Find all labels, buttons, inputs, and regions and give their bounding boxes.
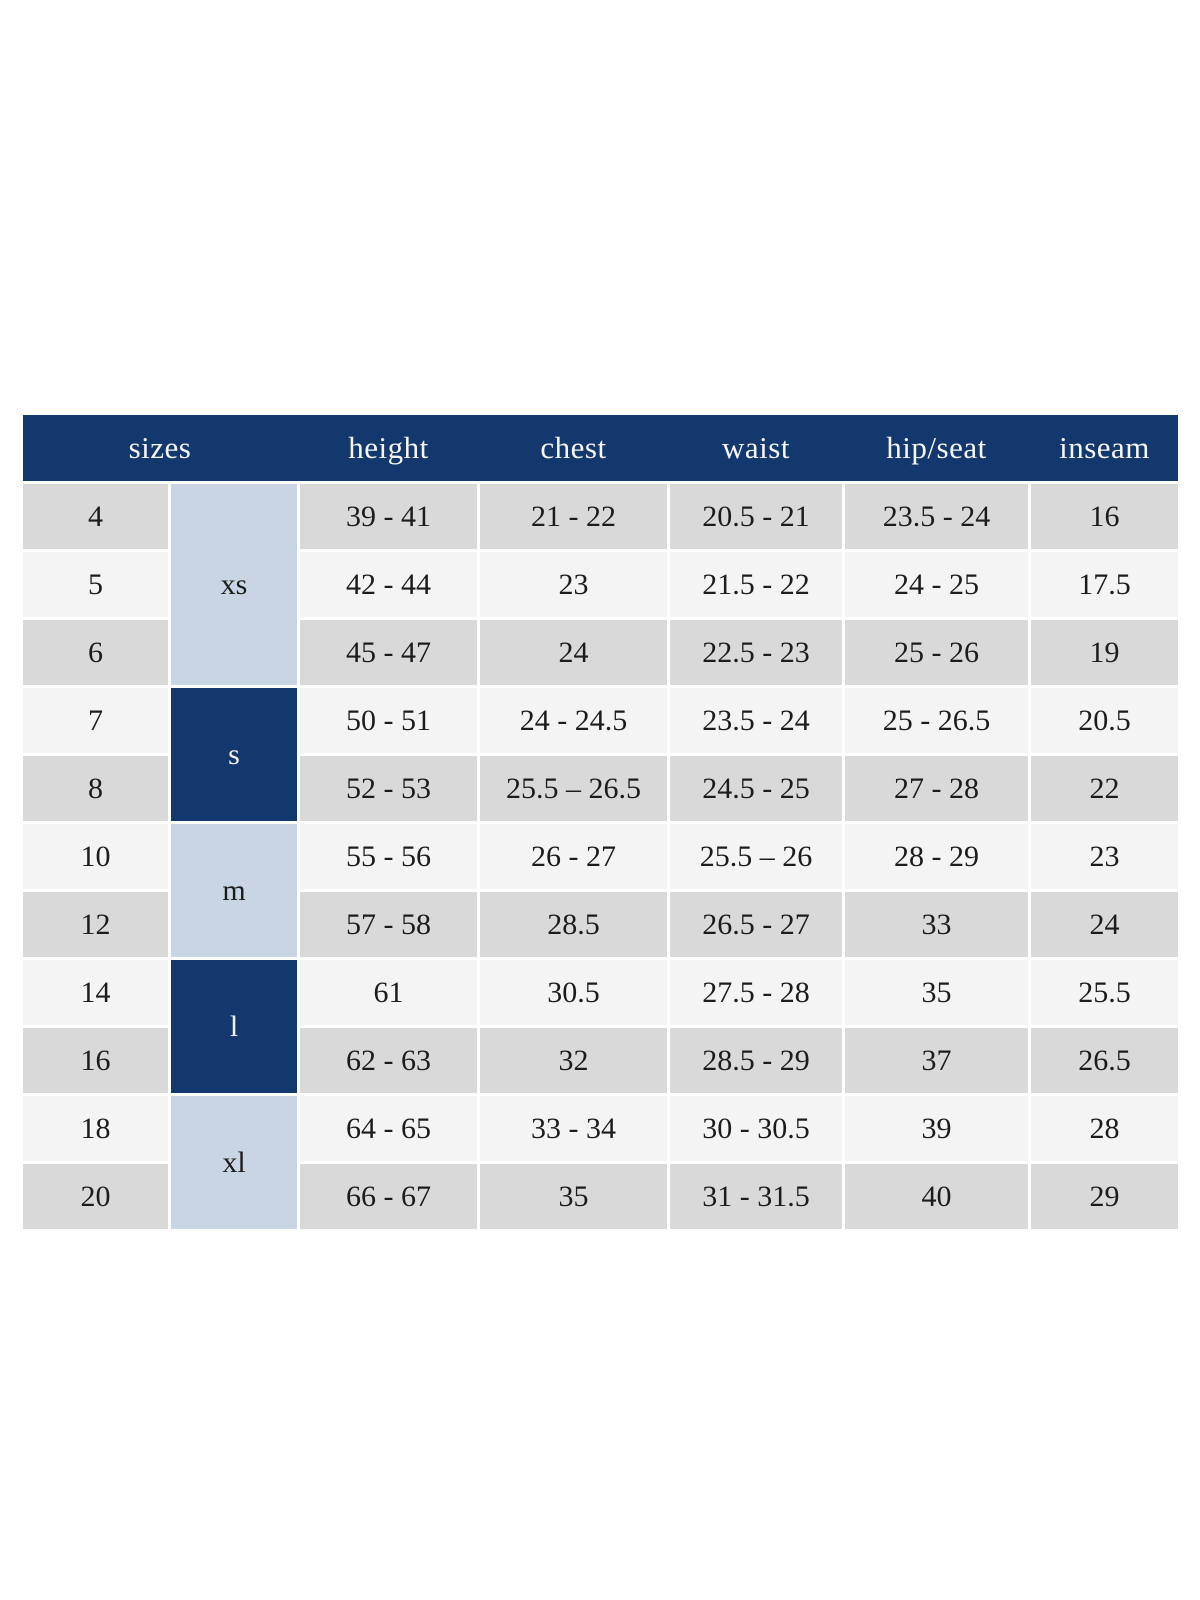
waist-cell: 24.5 - 25	[670, 756, 842, 821]
chest-cell: 35	[480, 1164, 667, 1229]
size-group-xs: xs	[171, 484, 297, 685]
size-cell: 18	[23, 1096, 168, 1161]
size-group-m: m	[171, 824, 297, 957]
size-cell: 12	[23, 892, 168, 957]
chest-cell: 24	[480, 620, 667, 685]
column-header-sizes: sizes	[128, 430, 192, 465]
chest-cell: 23	[480, 552, 667, 617]
size-cell: 7	[23, 688, 168, 753]
hip-cell: 35	[845, 960, 1028, 1025]
waist-cell: 25.5 – 26	[670, 824, 842, 889]
waist-cell: 23.5 - 24	[670, 688, 842, 753]
size-chart-table: sizes height chest waist hip/seat inseam…	[23, 415, 1178, 1229]
size-cell: 8	[23, 756, 168, 821]
table-header-row: sizes height chest waist hip/seat inseam	[23, 415, 1178, 481]
chest-cell: 28.5	[480, 892, 667, 957]
height-cell: 52 - 53	[300, 756, 477, 821]
chest-cell: 26 - 27	[480, 824, 667, 889]
column-header-chest: chest	[540, 430, 607, 465]
size-group-s: s	[171, 688, 297, 821]
size-cell: 20	[23, 1164, 168, 1229]
height-cell: 39 - 41	[300, 484, 477, 549]
waist-cell: 20.5 - 21	[670, 484, 842, 549]
size-cell: 14	[23, 960, 168, 1025]
size-group-l: l	[171, 960, 297, 1093]
height-cell: 57 - 58	[300, 892, 477, 957]
height-cell: 55 - 56	[300, 824, 477, 889]
waist-cell: 22.5 - 23	[670, 620, 842, 685]
height-cell: 42 - 44	[300, 552, 477, 617]
inseam-cell: 25.5	[1031, 960, 1178, 1025]
size-cell: 5	[23, 552, 168, 617]
height-cell: 61	[300, 960, 477, 1025]
inseam-cell: 28	[1031, 1096, 1178, 1161]
hip-cell: 39	[845, 1096, 1028, 1161]
inseam-cell: 23	[1031, 824, 1178, 889]
size-cell: 4	[23, 484, 168, 549]
waist-cell: 21.5 - 22	[670, 552, 842, 617]
hip-cell: 23.5 - 24	[845, 484, 1028, 549]
waist-cell: 31 - 31.5	[670, 1164, 842, 1229]
inseam-cell: 17.5	[1031, 552, 1178, 617]
hip-cell: 28 - 29	[845, 824, 1028, 889]
column-header-waist: waist	[722, 430, 790, 465]
inseam-cell: 26.5	[1031, 1028, 1178, 1093]
inseam-cell: 24	[1031, 892, 1178, 957]
size-group-xl: xl	[171, 1096, 297, 1229]
height-cell: 50 - 51	[300, 688, 477, 753]
waist-cell: 28.5 - 29	[670, 1028, 842, 1093]
height-cell: 64 - 65	[300, 1096, 477, 1161]
hip-cell: 25 - 26.5	[845, 688, 1028, 753]
hip-cell: 27 - 28	[845, 756, 1028, 821]
waist-cell: 27.5 - 28	[670, 960, 842, 1025]
inseam-cell: 16	[1031, 484, 1178, 549]
waist-cell: 30 - 30.5	[670, 1096, 842, 1161]
size-cell: 10	[23, 824, 168, 889]
inseam-cell: 22	[1031, 756, 1178, 821]
chest-cell: 21 - 22	[480, 484, 667, 549]
chest-cell: 30.5	[480, 960, 667, 1025]
hip-cell: 25 - 26	[845, 620, 1028, 685]
size-cell: 6	[23, 620, 168, 685]
inseam-cell: 29	[1031, 1164, 1178, 1229]
inseam-cell: 20.5	[1031, 688, 1178, 753]
size-cell: 16	[23, 1028, 168, 1093]
inseam-cell: 19	[1031, 620, 1178, 685]
height-cell: 45 - 47	[300, 620, 477, 685]
hip-cell: 40	[845, 1164, 1028, 1229]
chest-cell: 32	[480, 1028, 667, 1093]
hip-cell: 37	[845, 1028, 1028, 1093]
chest-cell: 33 - 34	[480, 1096, 667, 1161]
column-header-height: height	[348, 430, 429, 465]
hip-cell: 33	[845, 892, 1028, 957]
hip-cell: 24 - 25	[845, 552, 1028, 617]
column-header-hip-seat: hip/seat	[886, 430, 987, 465]
height-cell: 66 - 67	[300, 1164, 477, 1229]
chest-cell: 24 - 24.5	[480, 688, 667, 753]
chest-cell: 25.5 – 26.5	[480, 756, 667, 821]
column-header-inseam: inseam	[1059, 430, 1150, 465]
height-cell: 62 - 63	[300, 1028, 477, 1093]
waist-cell: 26.5 - 27	[670, 892, 842, 957]
